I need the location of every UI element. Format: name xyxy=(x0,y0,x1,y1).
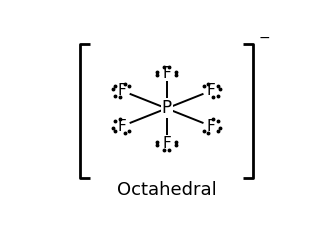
Text: F: F xyxy=(206,83,215,98)
Text: F: F xyxy=(162,66,171,81)
Text: P: P xyxy=(162,99,172,117)
Text: F: F xyxy=(118,83,127,98)
Text: −: − xyxy=(258,31,270,45)
Text: F: F xyxy=(162,136,171,151)
Text: Octahedral: Octahedral xyxy=(117,181,216,199)
Text: F: F xyxy=(206,119,215,133)
Text: F: F xyxy=(118,119,127,133)
